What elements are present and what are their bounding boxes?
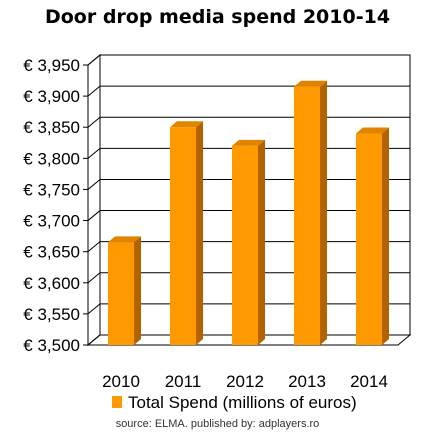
bar-top <box>107 236 142 243</box>
bar-2011 <box>169 121 204 345</box>
bar-side <box>134 236 142 345</box>
y-tick-label: € 3,750 <box>23 180 80 199</box>
source-note: source: ELMA. published by: adplayers.ro <box>115 418 320 430</box>
side-wall <box>87 53 101 347</box>
bar-top <box>293 80 328 87</box>
x-tick-label: 2011 <box>165 372 202 391</box>
gridline <box>87 54 410 66</box>
bar-front <box>355 133 383 345</box>
y-tick-label: € 3,650 <box>23 243 80 262</box>
bar-2012 <box>231 139 266 345</box>
bar-side <box>258 139 266 345</box>
bar-side <box>320 80 328 346</box>
x-axis-ticks: 2010 2011 2012 2013 2014 <box>102 372 388 391</box>
chart-title: Door drop media spend 2010-14 <box>44 6 391 28</box>
x-tick-label: 2012 <box>226 372 264 391</box>
bars-group <box>107 80 390 346</box>
bar-front <box>107 242 135 345</box>
y-tick-label: € 3,850 <box>23 118 80 137</box>
legend-swatch <box>112 396 122 408</box>
bar-side <box>382 127 390 345</box>
bar-front <box>293 86 321 346</box>
x-tick-label: 2013 <box>288 372 326 391</box>
y-tick-label: € 3,550 <box>23 305 80 324</box>
y-tick-label: € 3,800 <box>23 149 80 168</box>
x-tick-label: 2014 <box>350 372 388 391</box>
y-tick-label: € 3,700 <box>23 212 80 231</box>
y-tick-label: € 3,950 <box>23 56 80 75</box>
y-tick-label: € 3,600 <box>23 274 80 293</box>
x-tick-label: 2010 <box>102 372 140 391</box>
legend-label: Total Spend (millions of euros) <box>128 393 357 412</box>
bar-side <box>196 121 204 345</box>
bar-2014 <box>355 127 390 345</box>
bar-2010 <box>107 236 142 345</box>
legend: Total Spend (millions of euros) <box>112 393 357 412</box>
bar-2013 <box>293 80 328 346</box>
bar-front <box>169 127 197 345</box>
bar-top <box>231 139 266 146</box>
y-axis-ticks: € 3,500 € 3,550 € 3,600 € 3,650 € 3,700 € 3,7… <box>23 56 89 355</box>
bar-top <box>169 121 204 128</box>
y-tick-label: € 3,500 <box>23 336 80 355</box>
bar-top <box>355 127 390 134</box>
bar-front <box>231 145 259 345</box>
y-tick-label: € 3,900 <box>23 87 80 106</box>
